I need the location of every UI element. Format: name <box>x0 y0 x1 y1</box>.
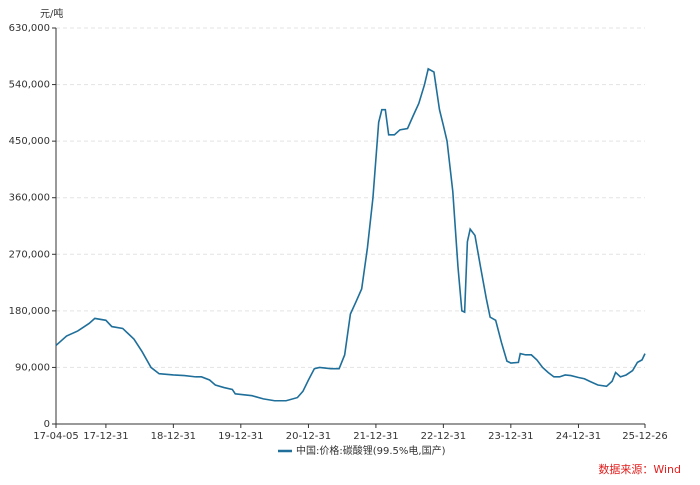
x-tick-label: 21-12-31 <box>353 431 398 442</box>
source: 数据来源：Wind <box>598 462 681 476</box>
x-tick-label: 18-12-31 <box>151 431 196 442</box>
x-tick-label: 20-12-31 <box>286 431 331 442</box>
y-tick-label: 270,000 <box>9 249 50 260</box>
y-tick-label: 540,000 <box>9 80 50 91</box>
x-tick-label: 17-04-05 <box>33 431 78 442</box>
x-tick-label: 17-12-31 <box>83 431 128 442</box>
x-tick-label: 24-12-31 <box>556 431 601 442</box>
y-unit-label: 元/吨 <box>40 7 63 20</box>
y-tick-label: 450,000 <box>9 136 50 147</box>
y-tick-label: 360,000 <box>9 193 50 204</box>
line-series <box>55 67 646 402</box>
x-tick-label: 23-12-31 <box>488 431 533 442</box>
y-tick-label: 180,000 <box>9 306 50 317</box>
y-tick-label: 90,000 <box>15 362 50 373</box>
x-tick-label: 19-12-31 <box>218 431 263 442</box>
x-tick-label: 25-12-26 <box>622 431 667 442</box>
x-tick-label: 22-12-31 <box>421 431 466 442</box>
y-tick-label: 630,000 <box>9 23 50 34</box>
y-tick-label: 0 <box>44 419 50 430</box>
legend-label: 中国:价格:碳酸锂(99.5%电,国产) <box>296 444 446 457</box>
